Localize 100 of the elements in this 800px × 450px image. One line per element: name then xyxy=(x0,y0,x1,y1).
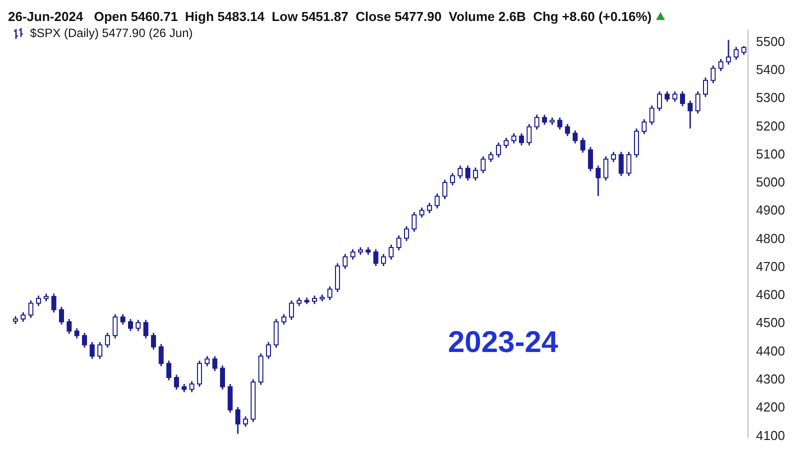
candlestick xyxy=(151,332,156,350)
candlestick xyxy=(66,318,72,335)
y-tick-label: 4700 xyxy=(756,258,785,274)
candlestick xyxy=(235,406,240,434)
candlestick xyxy=(136,319,141,332)
y-tick-label: 5300 xyxy=(756,90,785,106)
candlestick xyxy=(458,164,463,180)
candlestick xyxy=(289,300,294,321)
candlestick xyxy=(112,313,118,340)
candlestick xyxy=(419,206,424,218)
candlestick xyxy=(542,114,547,126)
y-tick-label: 4100 xyxy=(756,428,785,443)
candlestick xyxy=(688,100,693,130)
candlestick xyxy=(90,341,95,360)
candlestick xyxy=(212,355,218,372)
candlestick xyxy=(396,234,402,252)
y-tick-label: 5200 xyxy=(756,118,785,134)
candlestick xyxy=(204,355,210,367)
candlestick xyxy=(611,151,616,163)
candlestick xyxy=(504,137,509,149)
candlestick xyxy=(488,151,494,163)
candlestick xyxy=(734,46,739,61)
candlestick xyxy=(695,90,700,114)
candlestick xyxy=(120,313,126,326)
candlestick xyxy=(174,374,179,390)
y-tick-label: 4200 xyxy=(756,400,785,415)
candlestick xyxy=(189,380,194,393)
candlestick xyxy=(557,116,562,130)
candlestick xyxy=(82,332,87,348)
candlestick xyxy=(465,164,470,182)
candlestick xyxy=(657,90,662,112)
candlestick xyxy=(526,123,532,146)
candlestick xyxy=(519,132,524,146)
candlestick xyxy=(511,132,516,144)
candlestick xyxy=(59,306,64,326)
candlestick xyxy=(274,318,279,348)
y-tick-label: 4400 xyxy=(756,343,785,358)
candlestick xyxy=(388,244,394,260)
candlestick xyxy=(20,312,26,322)
candlestick xyxy=(166,360,172,382)
candlestick xyxy=(626,151,632,177)
candlestick xyxy=(480,156,486,174)
candlestick xyxy=(680,90,685,107)
candlestick xyxy=(74,328,80,340)
candlestick xyxy=(427,202,432,214)
y-tick-label: 4300 xyxy=(756,372,785,387)
y-tick-label: 4800 xyxy=(756,230,785,246)
chart-title: 26-Jun-2024 Open 5460.71 High 5483.14 Low 5451.87 Close 5477.90 Volume 2.6B Chg +8.60 (+0.16%) xyxy=(8,8,652,24)
candlestick xyxy=(565,123,570,137)
y-tick-label: 5400 xyxy=(756,62,785,78)
candlestick xyxy=(580,137,586,154)
candlestick xyxy=(228,383,233,414)
candlestick xyxy=(36,294,41,307)
candlestick xyxy=(128,318,133,332)
candlestick xyxy=(596,164,601,197)
candlestick xyxy=(572,130,578,144)
candlestick xyxy=(197,360,202,388)
candlestick xyxy=(105,332,110,348)
candlestick xyxy=(350,248,356,260)
candlestick xyxy=(603,156,608,182)
candlestick xyxy=(404,225,409,242)
candlestick xyxy=(373,248,378,267)
candlestick xyxy=(335,262,340,293)
candlestick xyxy=(672,90,678,102)
candlestick xyxy=(342,253,348,270)
y-tick-label: 5100 xyxy=(756,146,785,162)
candlestick xyxy=(588,146,593,172)
y-tick-label: 4900 xyxy=(756,202,785,218)
candlestick xyxy=(281,313,286,326)
candlestick xyxy=(442,178,448,200)
candlestick xyxy=(434,192,440,210)
annotation: 2023-24 xyxy=(448,326,558,360)
candlestick xyxy=(726,39,731,66)
candlestick xyxy=(618,151,624,177)
candlestick xyxy=(158,343,164,367)
candlestick xyxy=(97,341,102,360)
candlestick xyxy=(381,253,386,267)
candlestick xyxy=(664,90,670,102)
candlestick xyxy=(473,166,478,182)
y-tick-label: 5000 xyxy=(756,174,785,190)
y-tick-label: 4500 xyxy=(756,315,785,330)
y-tick-label: 5500 xyxy=(756,34,785,49)
candlestick xyxy=(642,118,647,135)
y-tick-label: 4600 xyxy=(756,287,785,302)
candlestick xyxy=(51,292,56,314)
candlestick xyxy=(534,114,540,130)
candlestick xyxy=(327,286,332,301)
candlestick xyxy=(496,142,501,158)
candlestick xyxy=(220,364,225,390)
candlestick xyxy=(243,416,248,428)
candlestick xyxy=(266,341,271,360)
candlestick xyxy=(412,211,417,232)
candlestick xyxy=(649,104,654,126)
candlestick xyxy=(703,76,708,98)
chart-subtitle: $SPX (Daily) 5477.90 (26 Jun) xyxy=(30,26,193,40)
candlestick xyxy=(450,172,455,186)
candlestick xyxy=(28,300,34,319)
candlestick xyxy=(710,64,716,84)
candlestick xyxy=(634,128,639,158)
candlestick xyxy=(718,58,724,72)
